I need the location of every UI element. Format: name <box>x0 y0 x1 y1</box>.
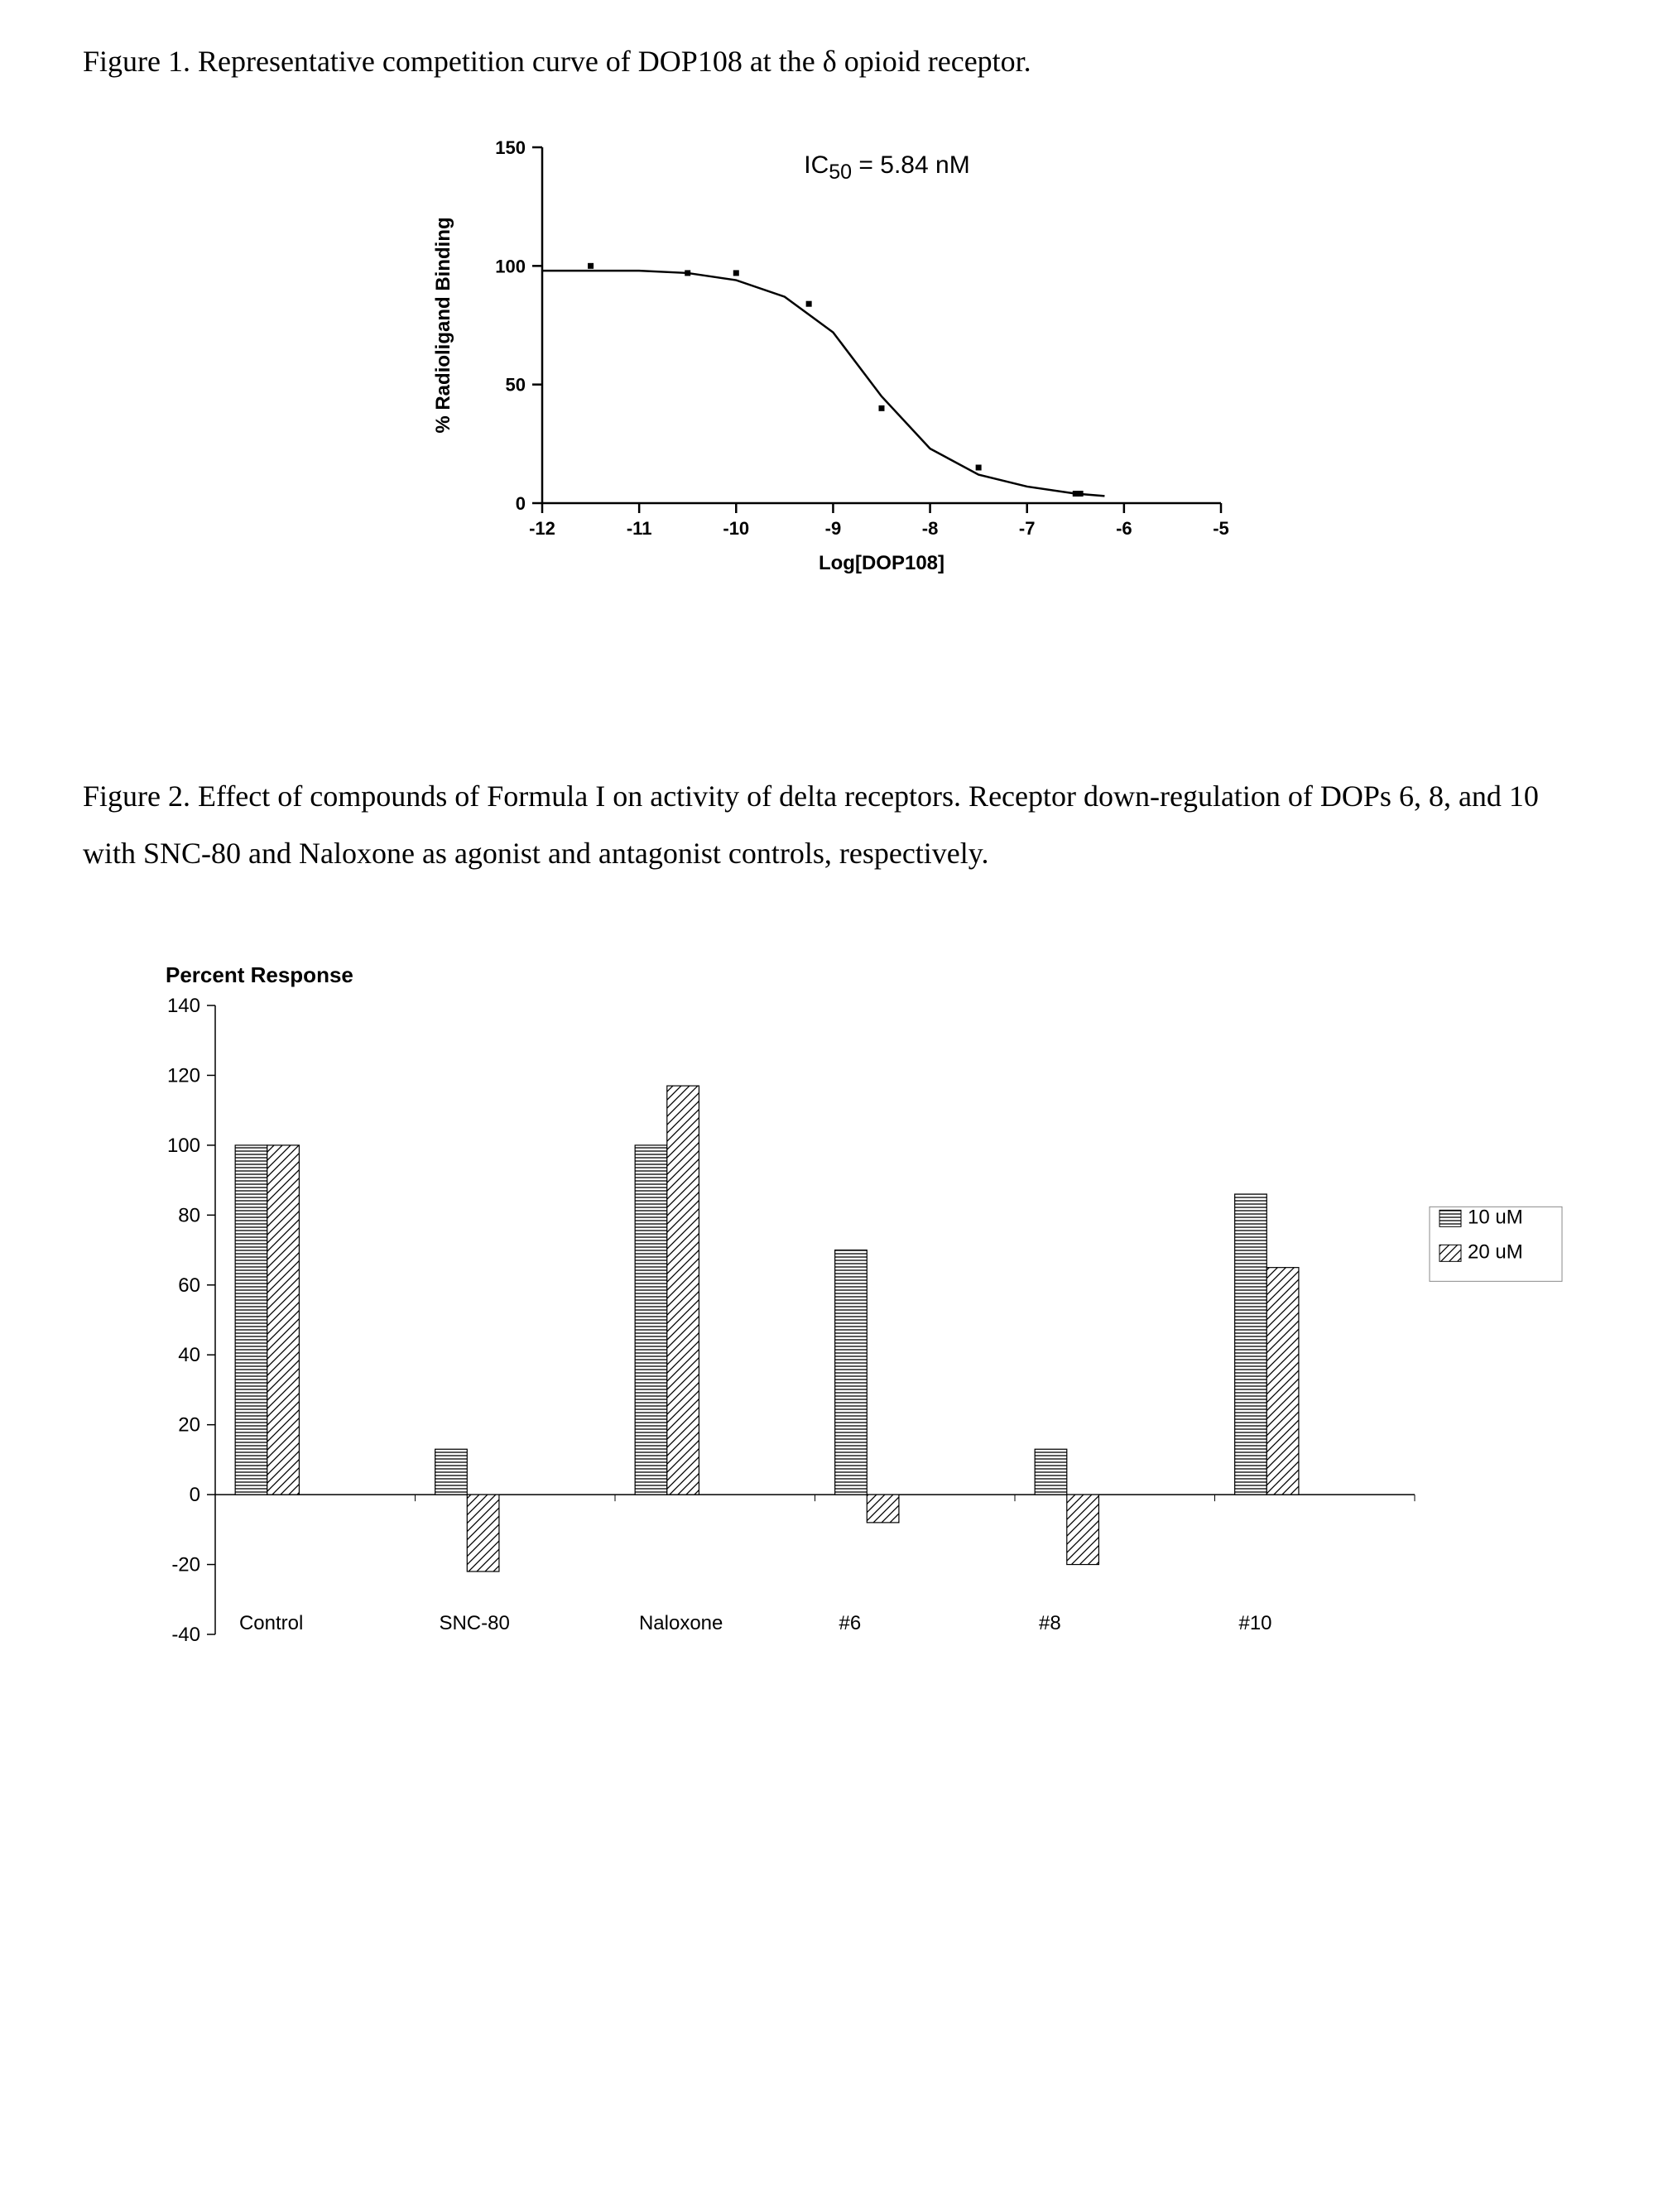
svg-text:50: 50 <box>505 375 525 396</box>
figure1-caption-suffix: opioid receptor. <box>837 45 1031 78</box>
svg-text:0: 0 <box>190 1484 200 1506</box>
svg-text:-11: -11 <box>626 518 651 539</box>
svg-text:Control: Control <box>239 1612 303 1634</box>
figure2-chart: Percent Response -40 -20 0 20 40 60 80 100 120 140… <box>83 948 1580 1692</box>
svg-text:% Radioligand Binding: % Radioligand Binding <box>432 218 454 434</box>
svg-text:60: 60 <box>178 1274 200 1297</box>
svg-text:10 uM: 10 uM <box>1468 1207 1523 1229</box>
svg-text:-20: -20 <box>171 1554 200 1576</box>
svg-text:80: 80 <box>178 1205 200 1227</box>
svg-text:-10: -10 <box>723 518 749 539</box>
svg-text:0: 0 <box>515 493 525 514</box>
figure1-chart: 0 50 100 150 -12 -11 -10 -9 -8 -7 -6 -5 Log[DOP108]%… <box>410 122 1254 586</box>
svg-text:-9: -9 <box>824 518 841 539</box>
figure1-caption-greek: δ <box>823 45 837 78</box>
svg-text:-12: -12 <box>529 518 555 539</box>
svg-text:20 uM: 20 uM <box>1468 1241 1523 1264</box>
svg-text:#8: #8 <box>1039 1612 1061 1634</box>
svg-text:#10: #10 <box>1238 1612 1271 1634</box>
svg-text:SNC-80: SNC-80 <box>439 1612 509 1634</box>
figure2-caption: Figure 2. Effect of compounds of Formula… <box>83 768 1580 881</box>
svg-text:Naloxone: Naloxone <box>639 1612 723 1634</box>
svg-text:#6: #6 <box>839 1612 861 1634</box>
svg-text:Log[DOP108]: Log[DOP108] <box>818 552 944 574</box>
svg-text:100: 100 <box>167 1135 200 1157</box>
svg-text:-6: -6 <box>1116 518 1132 539</box>
figure1-chart-container: 0 50 100 150 -12 -11 -10 -9 -8 -7 -6 -5 Log[DOP108]%… <box>83 122 1580 586</box>
figure1-caption-prefix: Figure 1. Representative competition cur… <box>83 45 823 78</box>
svg-text:120: 120 <box>167 1065 200 1087</box>
svg-text:-5: -5 <box>1213 518 1229 539</box>
svg-text:150: 150 <box>495 137 526 158</box>
svg-text:20: 20 <box>178 1414 200 1437</box>
svg-text:Percent Response: Percent Response <box>166 962 353 987</box>
svg-text:140: 140 <box>167 995 200 1017</box>
svg-text:100: 100 <box>495 257 526 277</box>
figure1-caption: Figure 1. Representative competition cur… <box>83 33 1580 89</box>
svg-text:40: 40 <box>178 1344 200 1366</box>
svg-text:-40: -40 <box>171 1624 200 1646</box>
svg-text:-8: -8 <box>921 518 938 539</box>
svg-text:-7: -7 <box>1018 518 1035 539</box>
figure2-chart-container: Percent Response -40 -20 0 20 40 60 80 100 120 140… <box>83 948 1580 1692</box>
